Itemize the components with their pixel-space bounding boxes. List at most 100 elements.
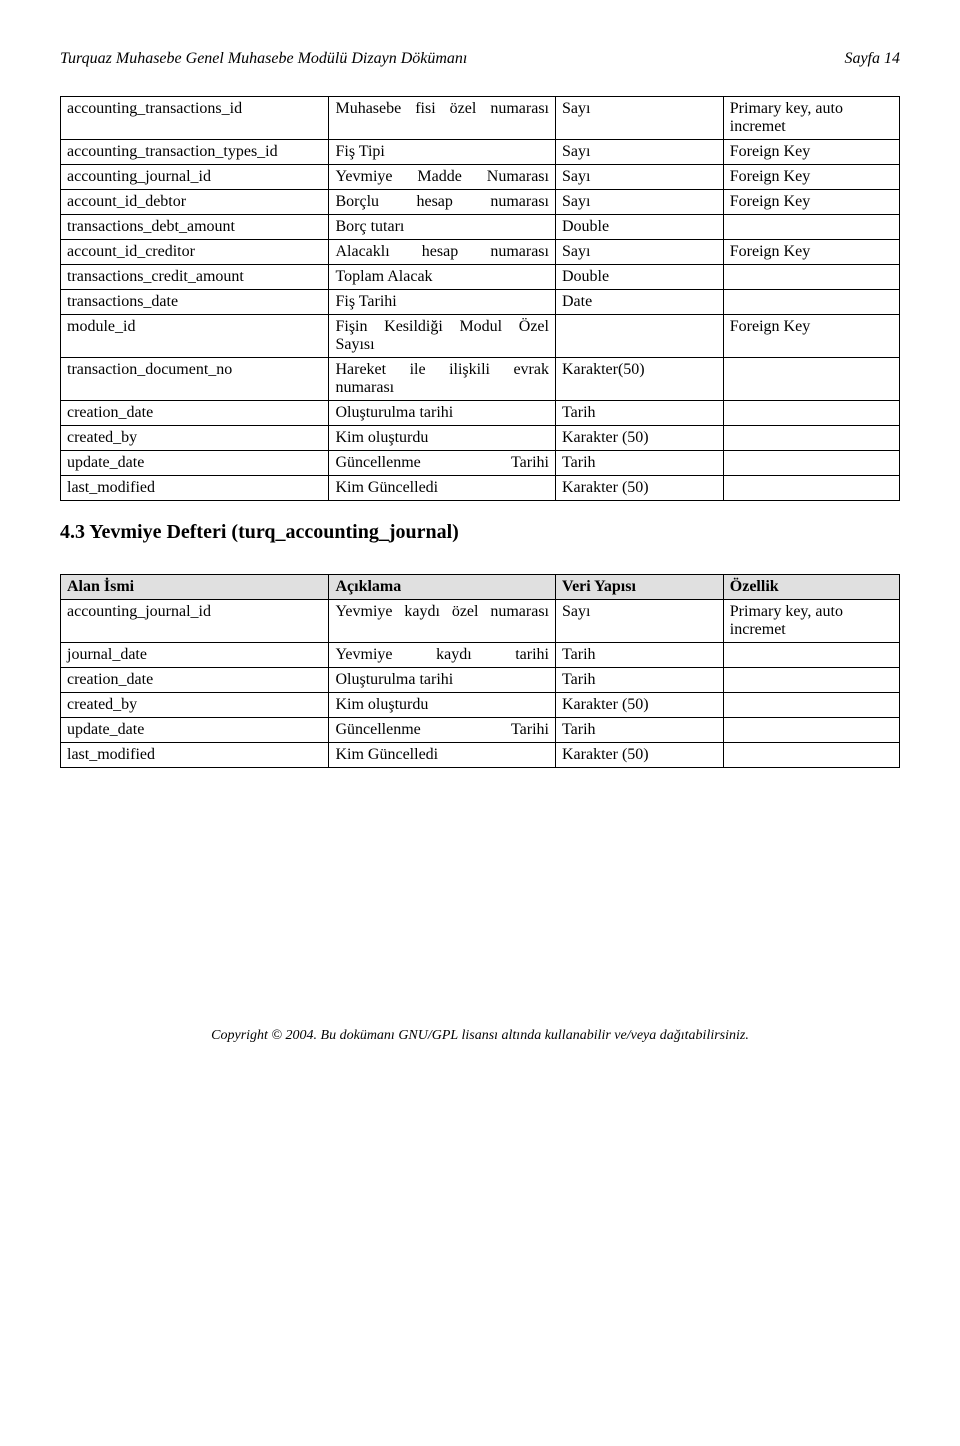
table-cell: Primary key, auto incremet (723, 97, 899, 140)
table-cell: Foreign Key (723, 315, 899, 358)
table-cell: update_date (61, 451, 329, 476)
table-cell: Fiş Tipi (329, 140, 556, 165)
table-cell: Sayı (555, 165, 723, 190)
table-row: accounting_transaction_types_idFiş TipiS… (61, 140, 900, 165)
table-cell: transactions_debt_amount (61, 215, 329, 240)
table-row: last_modifiedKim GüncellediKarakter (50) (61, 743, 900, 768)
table-cell: Hareket ile ilişkili evrak numarası (329, 358, 556, 401)
table-cell: Tarih (555, 718, 723, 743)
table-cell (723, 476, 899, 501)
table-cell: Fişin Kesildiği Modul Özel Sayısı (329, 315, 556, 358)
table-row: last_modifiedKim GüncellediKarakter (50) (61, 476, 900, 501)
table-cell (723, 215, 899, 240)
table-cell: Oluşturulma tarihi (329, 668, 556, 693)
table-cell (723, 358, 899, 401)
table-cell: Oluşturulma tarihi (329, 401, 556, 426)
table-row: journal_dateYevmiye kaydı tarihiTarih (61, 643, 900, 668)
table-cell: journal_date (61, 643, 329, 668)
table-row: created_byKim oluşturduKarakter (50) (61, 693, 900, 718)
table-cell: Sayı (555, 190, 723, 215)
table-cell: last_modified (61, 743, 329, 768)
table-cell: update_date (61, 718, 329, 743)
table-cell: Kim Güncelledi (329, 743, 556, 768)
table-cell: Foreign Key (723, 190, 899, 215)
table-cell (723, 718, 899, 743)
table-cell: Alacaklı hesap numarası (329, 240, 556, 265)
table-cell: Güncellenme Tarihi (329, 718, 556, 743)
header-left: Turquaz Muhasebe Genel Muhasebe Modülü D… (60, 50, 467, 68)
table-cell: Sayı (555, 240, 723, 265)
table-cell: Karakter (50) (555, 743, 723, 768)
table-row: account_id_debtorBorçlu hesap numarasıSa… (61, 190, 900, 215)
table-cell: last_modified (61, 476, 329, 501)
table-cell: Kim Güncelledi (329, 476, 556, 501)
table-row: transactions_credit_amountToplam AlacakD… (61, 265, 900, 290)
table-cell (723, 401, 899, 426)
page-footer: Copyright © 2004. Bu dokümanı GNU/GPL li… (60, 1028, 900, 1044)
table-cell: Toplam Alacak (329, 265, 556, 290)
table-row: transaction_document_noHareket ile ilişk… (61, 358, 900, 401)
table-row: transactions_dateFiş TarihiDate (61, 290, 900, 315)
table-row: update_dateGüncellenme TarihiTarih (61, 718, 900, 743)
table-cell: transactions_credit_amount (61, 265, 329, 290)
table-cell: Güncellenme Tarihi (329, 451, 556, 476)
table-cell: Borç tutarı (329, 215, 556, 240)
table-cell: Karakter (50) (555, 693, 723, 718)
table-cell: account_id_debtor (61, 190, 329, 215)
table-cell: Foreign Key (723, 240, 899, 265)
table-cell: accounting_journal_id (61, 600, 329, 643)
table-cell: Muhasebe fisi özel numarası (329, 97, 556, 140)
table-cell: Primary key, auto incremet (723, 600, 899, 643)
table-accounting-journal: Alan İsmiAçıklamaVeri YapısıÖzellikaccou… (60, 574, 900, 768)
table-cell: Yevmiye kaydı tarihi (329, 643, 556, 668)
table-cell: transaction_document_no (61, 358, 329, 401)
table-row: transactions_debt_amountBorç tutarıDoubl… (61, 215, 900, 240)
table-cell: Sayı (555, 600, 723, 643)
table-cell: accounting_transactions_id (61, 97, 329, 140)
table-header-cell: Açıklama (329, 575, 556, 600)
table-cell: Kim oluşturdu (329, 426, 556, 451)
table-cell: Karakter(50) (555, 358, 723, 401)
table-header-row: Alan İsmiAçıklamaVeri YapısıÖzellik (61, 575, 900, 600)
table-cell: Tarih (555, 451, 723, 476)
table-cell: Karakter (50) (555, 476, 723, 501)
table-cell: Date (555, 290, 723, 315)
table-row: account_id_creditorAlacaklı hesap numara… (61, 240, 900, 265)
table-cell: Yevmiye Madde Numarası (329, 165, 556, 190)
table-row: accounting_transactions_idMuhasebe fisi … (61, 97, 900, 140)
table-cell: Foreign Key (723, 140, 899, 165)
table-row: accounting_journal_idYevmiye kaydı özel … (61, 600, 900, 643)
table-cell (723, 743, 899, 768)
table-row: creation_dateOluşturulma tarihiTarih (61, 668, 900, 693)
table-cell: Tarih (555, 643, 723, 668)
table-cell (555, 315, 723, 358)
table-cell: created_by (61, 693, 329, 718)
table-header-cell: Özellik (723, 575, 899, 600)
table-cell (723, 643, 899, 668)
table-cell: Borçlu hesap numarası (329, 190, 556, 215)
table-cell: creation_date (61, 401, 329, 426)
table-cell: created_by (61, 426, 329, 451)
page-header: Turquaz Muhasebe Genel Muhasebe Modülü D… (60, 50, 900, 68)
table-cell: Tarih (555, 401, 723, 426)
table-cell: Kim oluşturdu (329, 693, 556, 718)
table-header-cell: Alan İsmi (61, 575, 329, 600)
table-cell: Sayı (555, 140, 723, 165)
section-heading: 4.3 Yevmiye Defteri (turq_accounting_jou… (60, 521, 900, 544)
table-row: module_idFişin Kesildiği Modul Özel Sayı… (61, 315, 900, 358)
table-row: creation_dateOluşturulma tarihiTarih (61, 401, 900, 426)
table-cell (723, 290, 899, 315)
table-header-cell: Veri Yapısı (555, 575, 723, 600)
table-cell: accounting_journal_id (61, 165, 329, 190)
table-cell: Yevmiye kaydı özel numarası (329, 600, 556, 643)
table-cell (723, 426, 899, 451)
table-cell: Tarih (555, 668, 723, 693)
table-cell (723, 668, 899, 693)
table-cell: Double (555, 265, 723, 290)
table-row: update_dateGüncellenme TarihiTarih (61, 451, 900, 476)
table-cell: transactions_date (61, 290, 329, 315)
header-right: Sayfa 14 (844, 50, 900, 68)
table-cell: accounting_transaction_types_id (61, 140, 329, 165)
table-cell: account_id_creditor (61, 240, 329, 265)
table-cell: Fiş Tarihi (329, 290, 556, 315)
